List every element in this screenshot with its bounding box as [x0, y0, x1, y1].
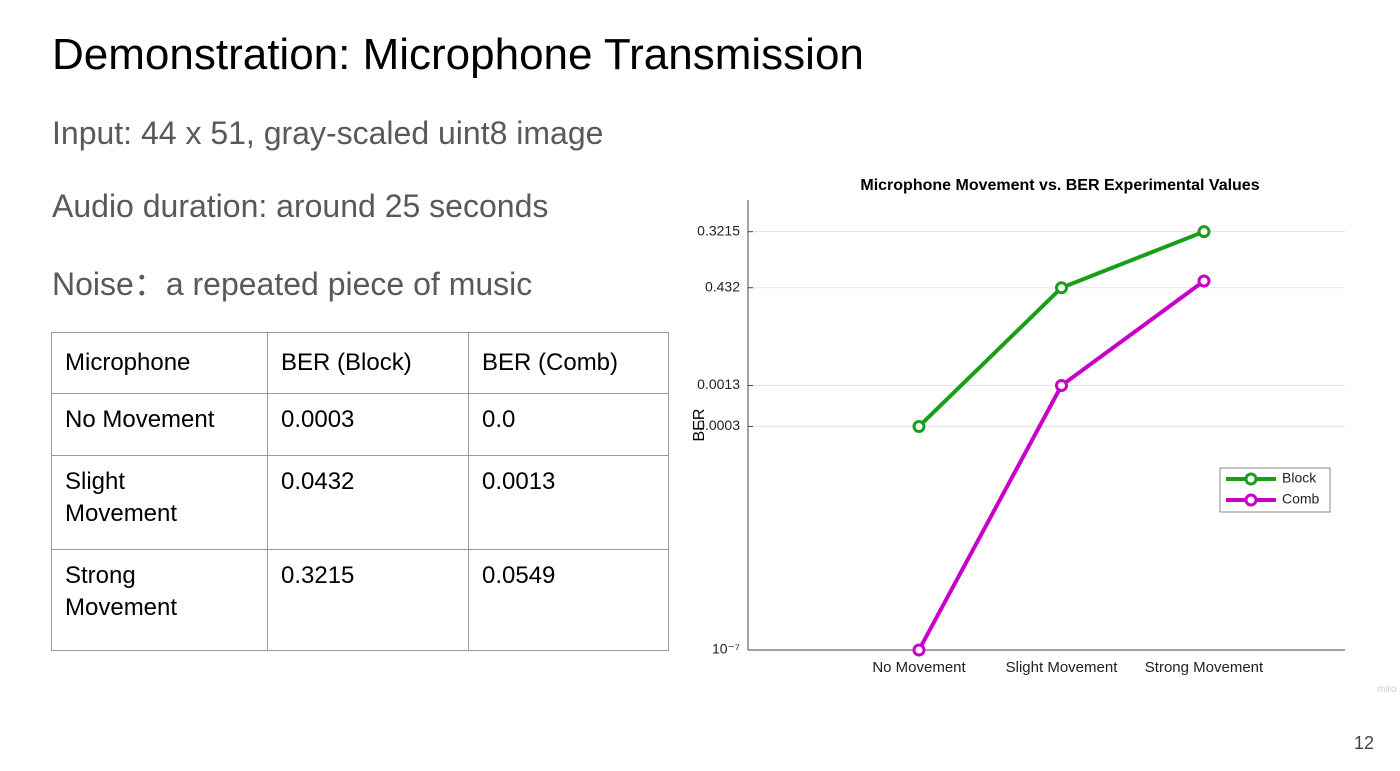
watermark: miro [1377, 684, 1397, 695]
y-tick-label: 0.0003 [697, 417, 740, 433]
data-point [1055, 379, 1068, 393]
slide-title: Demonstration: Microphone Transmission [52, 30, 864, 79]
cell: Slight Movement [51, 455, 268, 550]
legend-box [1219, 467, 1331, 513]
bullet: Input: 44 x 51, gray-scaled uint8 image [52, 115, 604, 151]
x-tick-label: Slight Movement [1006, 659, 1119, 676]
x-tick-label: No Movement [872, 659, 966, 676]
bullet: Audio duration: around 25 seconds [52, 188, 549, 224]
bullet: Noise：a repeated piece of music [52, 266, 533, 302]
table-row: No Movement 0.0003 0.0 [51, 393, 669, 456]
data-point [1197, 274, 1211, 288]
chart-title: Microphone Movement vs. BER Experimental… [860, 177, 1259, 194]
data-point [912, 643, 926, 657]
cell: No Movement [51, 393, 268, 456]
series-line [917, 229, 1205, 428]
header-cell: BER (Block) [267, 332, 469, 394]
legend-marker [1244, 493, 1258, 507]
data-point [912, 419, 926, 433]
data-point [1055, 281, 1068, 295]
table-header: Microphone BER (Block) BER (Comb) [51, 332, 669, 394]
cell: 0.0003 [267, 393, 469, 456]
y-axis-label: BER [691, 409, 708, 442]
series-line [917, 279, 1206, 651]
y-tick-label: 0.432 [705, 278, 740, 294]
ber-table: Microphone BER (Block) BER (Comb) No Mov… [51, 332, 669, 651]
legend-label: Comb [1282, 491, 1320, 507]
cell: Strong Movement [51, 549, 268, 651]
data-point [1197, 225, 1211, 239]
table-row: Strong Movement 0.3215 0.0549 [51, 549, 669, 651]
legend-label: Block [1282, 470, 1317, 486]
cell: 0.3215 [267, 549, 469, 651]
y-tick-label: 0.0013 [697, 376, 740, 392]
header-cell: BER (Comb) [468, 332, 669, 394]
y-tick-label: 10⁻⁷ [712, 641, 740, 657]
cell: 0.0432 [267, 455, 469, 550]
legend-marker [1244, 472, 1258, 486]
cell: 0.0549 [468, 549, 669, 651]
page-number: 12 [1353, 733, 1374, 753]
x-tick-label: Strong Movement [1145, 659, 1264, 676]
y-tick-label: 0.3215 [697, 222, 740, 238]
